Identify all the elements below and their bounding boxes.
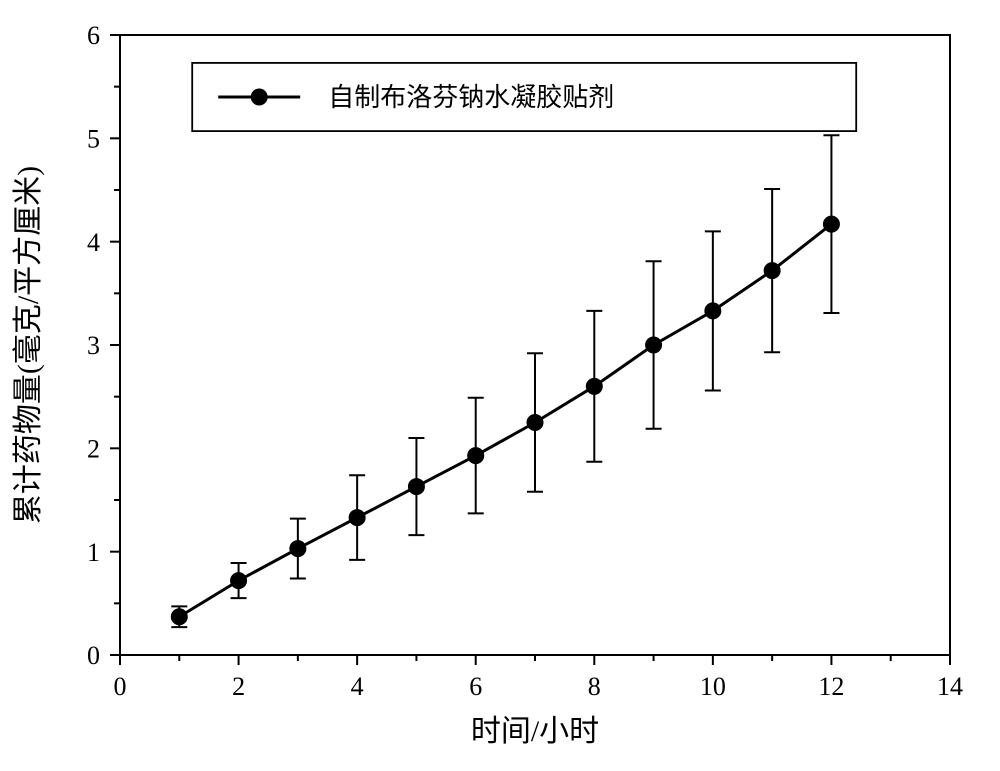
x-axis-label: 时间/小时 xyxy=(471,715,599,748)
data-point xyxy=(231,573,247,589)
y-tick-label: 6 xyxy=(87,21,100,50)
y-tick-label: 2 xyxy=(87,434,100,463)
y-axis-label: 累计药物量(毫克/平方厘米) xyxy=(12,166,45,524)
data-point xyxy=(646,337,662,353)
data-point xyxy=(527,415,543,431)
y-tick-label: 3 xyxy=(87,331,100,360)
y-tick-label: 1 xyxy=(87,538,100,567)
legend-label: 自制布洛芬钠水凝胶贴剂 xyxy=(328,83,614,112)
data-point xyxy=(705,303,721,319)
data-point xyxy=(408,479,424,495)
data-point xyxy=(349,510,365,526)
data-point xyxy=(468,448,484,464)
chart-container: { "chart": { "type": "line-with-errorbar… xyxy=(0,0,1000,771)
x-tick-label: 8 xyxy=(588,672,601,701)
y-tick-label: 5 xyxy=(87,124,100,153)
line-chart: 024681012140123456时间/小时累计药物量(毫克/平方厘米)自制布… xyxy=(0,0,1000,771)
y-tick-label: 0 xyxy=(87,641,100,670)
data-point xyxy=(764,263,780,279)
x-tick-label: 10 xyxy=(700,672,726,701)
x-tick-label: 6 xyxy=(469,672,482,701)
x-tick-label: 4 xyxy=(351,672,364,701)
x-tick-label: 2 xyxy=(232,672,245,701)
x-tick-label: 14 xyxy=(937,672,963,701)
data-point xyxy=(290,541,306,557)
legend-sample-marker xyxy=(251,89,267,105)
data-point xyxy=(823,216,839,232)
y-tick-label: 4 xyxy=(87,228,100,257)
x-tick-label: 0 xyxy=(114,672,127,701)
data-point xyxy=(171,609,187,625)
data-point xyxy=(586,378,602,394)
x-tick-label: 12 xyxy=(818,672,844,701)
